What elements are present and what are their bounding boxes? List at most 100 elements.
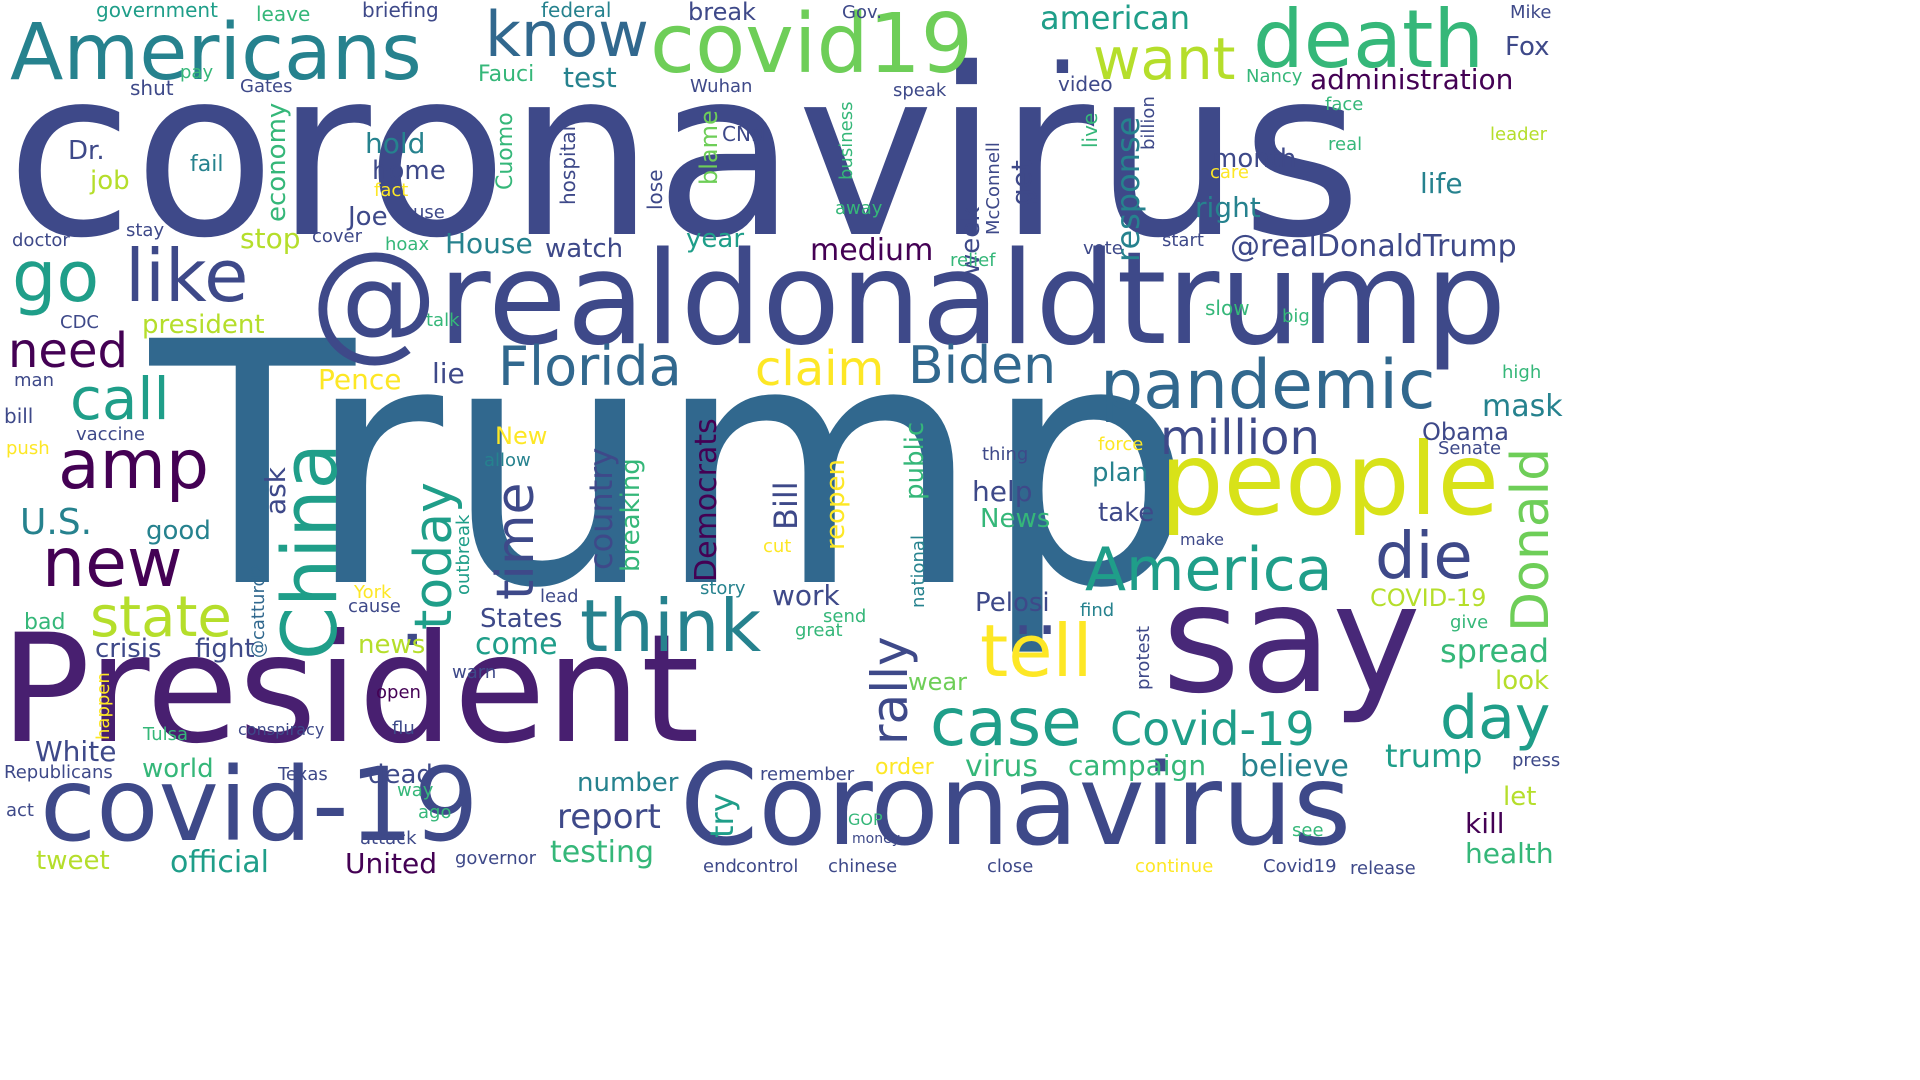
- word-way: way: [397, 780, 434, 801]
- word-nancy: Nancy: [1246, 66, 1303, 87]
- word-york: York: [354, 582, 392, 603]
- word-tell: tell: [980, 609, 1093, 693]
- word-breaking: breaking: [616, 458, 646, 572]
- word-continue: continue: [1135, 856, 1214, 877]
- word-let: let: [1503, 782, 1537, 812]
- word-country: country: [582, 447, 620, 570]
- word-spread: spread: [1440, 632, 1550, 670]
- word-doctor: doctor: [12, 230, 70, 251]
- word-news: news: [358, 630, 426, 660]
- word-find: find: [1080, 600, 1115, 621]
- word-order: order: [875, 755, 934, 780]
- word-believe: believe: [1240, 749, 1349, 784]
- word-life: life: [1420, 167, 1463, 200]
- word-states: States: [480, 604, 563, 634]
- word-control: control: [736, 856, 799, 877]
- word-die: die: [1375, 520, 1473, 594]
- word-million: million: [1160, 410, 1320, 466]
- word-new: new: [42, 524, 183, 603]
- word-vaccine: vaccine: [76, 424, 145, 445]
- word-billion: billion: [1138, 96, 1159, 150]
- word-leave: leave: [256, 2, 311, 26]
- word-fail: fail: [190, 152, 224, 177]
- word-push: push: [6, 438, 50, 459]
- word-month: month: [1212, 144, 1297, 174]
- word-pay: pay: [180, 62, 214, 83]
- word-governor: governor: [455, 848, 537, 869]
- word-face: face: [1325, 94, 1364, 115]
- word-high: high: [1502, 362, 1542, 383]
- word-us: U.S.: [20, 502, 93, 543]
- word-hoax: hoax: [385, 234, 430, 255]
- word-tulsa: Tulsa: [143, 724, 189, 745]
- word-like: like: [125, 234, 249, 318]
- word-national: national: [908, 535, 929, 608]
- word-trump-lower: trump: [1385, 737, 1483, 775]
- word-americans: Americans: [10, 8, 422, 98]
- word-cover: cover: [312, 226, 363, 247]
- word-business: business: [836, 101, 857, 180]
- word-cut: cut: [763, 536, 792, 557]
- word-people: people: [1160, 421, 1499, 538]
- word-good: good: [146, 516, 211, 546]
- word-slow: slow: [1205, 296, 1250, 320]
- word-campaign: campaign: [1068, 749, 1207, 782]
- word-cloud: Trump coronavirus President @realdonaldt…: [0, 0, 1563, 880]
- word-send: send: [823, 606, 867, 627]
- word-covid19: covid19: [650, 0, 973, 92]
- word-happen: happen: [93, 672, 114, 740]
- word-act: act: [6, 800, 34, 821]
- word-joe: Joe: [348, 202, 388, 232]
- word-dot-1: .: [1045, 0, 1080, 99]
- word-gates: Gates: [240, 76, 293, 97]
- word-year: year: [686, 224, 745, 254]
- word-obama: Obama: [1422, 418, 1509, 446]
- word-come: come: [475, 627, 558, 662]
- word-claim: claim: [755, 341, 885, 397]
- word-watch: watch: [545, 234, 624, 264]
- word-go: go: [12, 236, 100, 318]
- word-realdonaldtrump: @realdonaldtrump: [310, 225, 1507, 374]
- word-warn: warn: [452, 662, 497, 683]
- word-know: know: [485, 0, 649, 71]
- word-big: big: [1282, 306, 1310, 327]
- word-conspiracy: conspiracy: [238, 720, 325, 739]
- word-dot-3: .: [1012, 569, 1035, 651]
- word-democrats: Democrats: [689, 418, 724, 582]
- word-shut: shut: [130, 76, 174, 100]
- word-press: press: [1512, 750, 1561, 771]
- word-president-cap: President: [0, 603, 700, 777]
- word-live: live: [1078, 112, 1102, 148]
- word-end: end: [703, 856, 737, 877]
- word-video: video: [1058, 72, 1113, 96]
- word-relief: relief: [950, 250, 996, 271]
- word-united: United: [345, 847, 437, 880]
- word-think: think: [580, 584, 762, 668]
- word-bill-cap: Bill: [767, 481, 805, 530]
- word-day: day: [1440, 683, 1551, 753]
- word-number: number: [577, 768, 679, 798]
- word-need: need: [8, 323, 128, 379]
- word-fox: Fox: [1505, 32, 1550, 62]
- word-bad: bad: [24, 610, 66, 635]
- word-man: man: [14, 370, 54, 391]
- word-start: start: [1162, 230, 1204, 251]
- word-gov: Gov.: [842, 2, 882, 23]
- word-florida: Florida: [498, 335, 682, 398]
- word-lose: lose: [643, 169, 667, 210]
- word-biden: Biden: [908, 336, 1057, 396]
- word-testing: testing: [550, 835, 655, 870]
- word-say: say: [1162, 553, 1421, 727]
- word-donald: Donald: [1501, 447, 1561, 632]
- word-new-cap: New: [495, 422, 548, 450]
- word-cuomo: Cuomo: [493, 112, 518, 190]
- word-thing: thing: [982, 444, 1029, 465]
- word-right: right: [1195, 191, 1261, 224]
- word-coronavirus-cap: Coronavirus: [680, 741, 1352, 871]
- word-senate: Senate: [1438, 438, 1502, 459]
- word-protest: protest: [1133, 625, 1154, 690]
- word-crisis: crisis: [95, 634, 162, 664]
- word-use: use: [413, 202, 445, 223]
- word-leader: leader: [1490, 124, 1548, 145]
- word-lead: lead: [540, 586, 579, 607]
